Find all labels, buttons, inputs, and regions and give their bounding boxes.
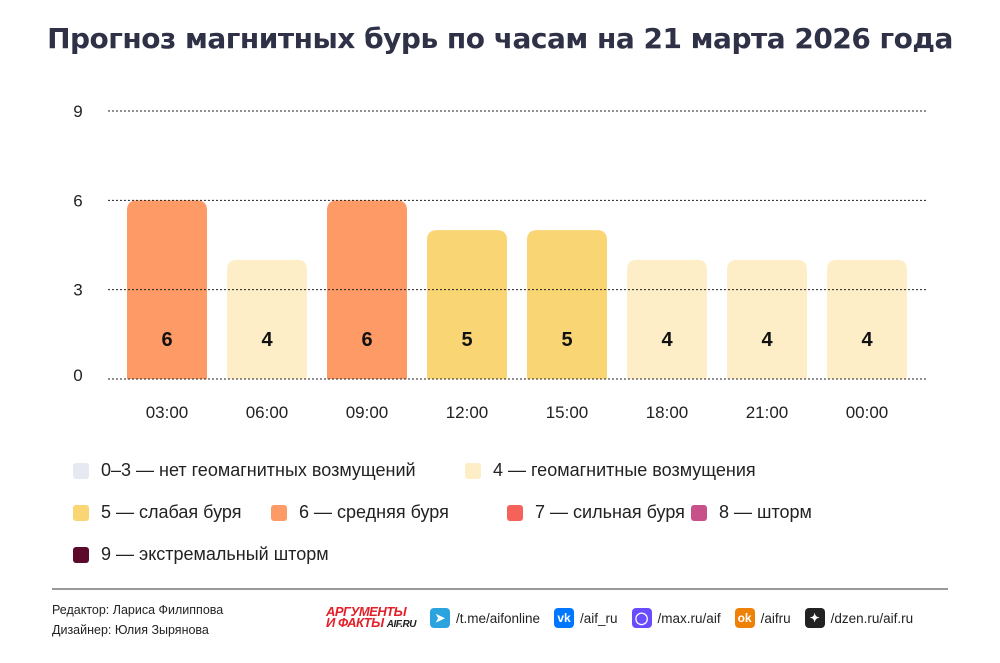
data-label: 4 [661, 329, 673, 351]
legend-label: 9 — экстремальный шторм [101, 544, 329, 564]
legend-swatch [73, 462, 89, 479]
x-tick-label: 00:00 [846, 403, 889, 422]
x-tick-label: 21:00 [746, 403, 789, 422]
social-link[interactable]: ◯ /max.ru/aif [631, 608, 721, 628]
legend-item: 0–3 — нет геомагнитных возмущений [73, 460, 416, 481]
bar [227, 259, 307, 379]
telegram-icon: ➤ [429, 608, 450, 628]
social-link[interactable]: ✦ /dzen.ru/aif.ru [804, 608, 914, 628]
legend-item: 8 — шторм [691, 502, 812, 523]
legend-label: 6 — средняя буря [299, 502, 449, 522]
aif-logo[interactable]: АРГУМЕНТЫ И ФАКТЫ AIF.RU [326, 604, 416, 630]
legend-item: 6 — средняя буря [271, 502, 449, 523]
y-tick-label: 9 [73, 102, 82, 121]
x-tick-label: 06:00 [246, 403, 289, 422]
bar [527, 230, 607, 379]
divider [52, 588, 948, 590]
social-label: /aif_ru [580, 610, 618, 626]
legend-swatch [691, 504, 707, 521]
social-label: /aifru [760, 610, 791, 626]
legend-item: 5 — слабая буря [73, 502, 241, 523]
ok-icon: ok [734, 608, 755, 628]
chart-title: Прогноз магнитных бурь по часам на 21 ма… [47, 22, 953, 55]
x-tick-label: 15:00 [546, 403, 589, 422]
y-tick-label: 0 [73, 366, 82, 385]
footer: АРГУМЕНТЫ И ФАКТЫ AIF.RU ➤ /t.me/aifonline… [326, 604, 927, 630]
bar [827, 259, 907, 379]
legend-label: 8 — шторм [719, 502, 812, 522]
legend-label: 0–3 — нет геомагнитных возмущений [101, 460, 416, 480]
legend-swatch [73, 504, 89, 521]
data-label: 5 [561, 329, 572, 351]
data-label: 6 [361, 329, 372, 351]
data-label: 4 [861, 329, 873, 351]
x-tick-label: 18:00 [646, 403, 689, 422]
bar [727, 259, 807, 379]
legend-label: 4 — геомагнитные возмущения [493, 460, 756, 480]
bar-chart: 6 03:00 4 06:00 6 09:00 5 12:00 5 15:00 4 18:00 4 21:… [73, 102, 928, 422]
social-label: /t.me/aifonline [455, 610, 541, 626]
social-link[interactable]: ok/aifru [734, 608, 791, 628]
data-label: 5 [461, 329, 472, 351]
legend-item: 7 — сильная буря [507, 502, 685, 523]
legend-swatch [271, 504, 287, 521]
editor-credit: Редактор: Лариса Филиппова [52, 603, 224, 617]
max-icon: ◯ [631, 608, 652, 628]
x-tick-label: 12:00 [446, 403, 489, 422]
x-tick-label: 03:00 [146, 403, 189, 422]
vk-icon: vk [554, 608, 575, 628]
social-link[interactable]: vk/aif_ru [554, 608, 618, 628]
legend-item: 4 — геомагнитные возмущения [465, 460, 756, 481]
legend-swatch [465, 462, 481, 479]
bar [127, 200, 207, 379]
y-tick-label: 6 [73, 191, 82, 210]
credits: Редактор: Лариса Филиппова Дизайнер: Юли… [52, 600, 223, 640]
legend-label: 7 — сильная буря [535, 502, 685, 522]
bar [327, 200, 407, 379]
data-label: 6 [161, 329, 172, 351]
designer-credit: Дизайнер: Юлия Зырянова [52, 623, 209, 637]
legend-swatch [507, 504, 523, 521]
social-link[interactable]: ➤ /t.me/aifonline [429, 608, 541, 628]
bar [427, 230, 507, 379]
bar [627, 259, 707, 379]
x-tick-label: 09:00 [346, 403, 389, 422]
legend-label: 5 — слабая буря [101, 502, 242, 522]
legend-swatch [73, 546, 89, 563]
social-label: /max.ru/aif [657, 610, 721, 626]
y-tick-label: 3 [73, 281, 82, 300]
data-label: 4 [261, 329, 273, 351]
dzen-icon: ✦ [804, 608, 825, 628]
legend-item: 9 — экстремальный шторм [73, 544, 329, 565]
social-label: /dzen.ru/aif.ru [830, 610, 914, 626]
data-label: 4 [761, 329, 773, 351]
